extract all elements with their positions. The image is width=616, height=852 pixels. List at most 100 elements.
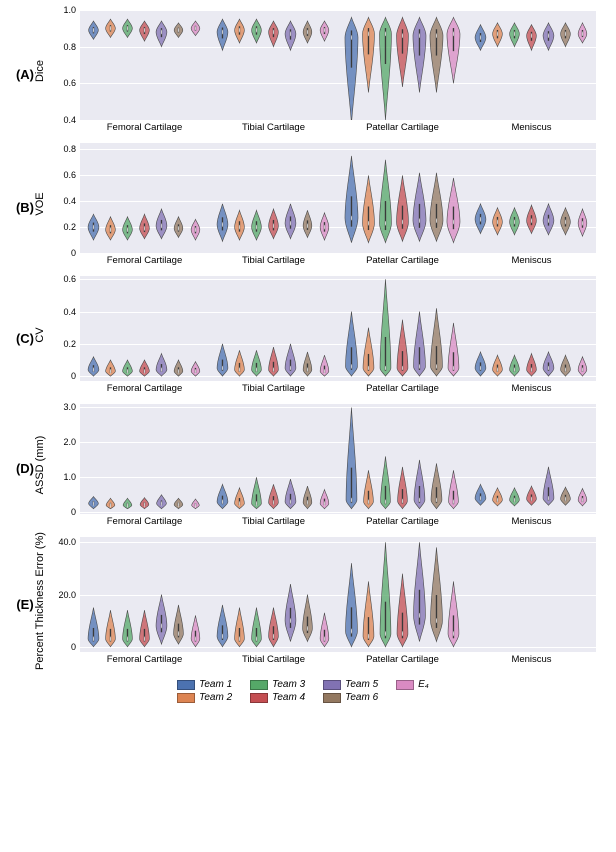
violin [523, 537, 540, 652]
violin [187, 10, 204, 120]
violin [377, 537, 394, 652]
ytick: 0.2 [63, 222, 76, 232]
violin [153, 276, 170, 381]
xtick-row: Femoral CartilageTibial CartilagePatella… [80, 654, 596, 665]
panel-D: (D)ASSD (mm)01.02.03.0Femoral CartilageT… [10, 404, 596, 533]
violin [489, 537, 506, 652]
violin [445, 537, 462, 652]
legend-item: Team 2 [177, 692, 232, 703]
violin [299, 143, 316, 253]
category-group [85, 143, 204, 253]
legend-label: Team 2 [199, 692, 232, 703]
legend-swatch [177, 693, 195, 703]
violin [394, 143, 411, 253]
violin [394, 10, 411, 120]
violin [102, 537, 119, 652]
violin [343, 143, 360, 253]
violin [343, 537, 360, 652]
violin [187, 537, 204, 652]
xtick: Femoral Cartilage [80, 516, 209, 527]
violin [248, 10, 265, 120]
legend-swatch [250, 680, 268, 690]
violin [472, 10, 489, 120]
category-group [472, 404, 591, 514]
violin [214, 404, 231, 514]
violin [472, 276, 489, 381]
violin [557, 10, 574, 120]
violin [265, 537, 282, 652]
violin [540, 537, 557, 652]
legend-label: Team 6 [345, 692, 378, 703]
violin [574, 537, 591, 652]
violin [523, 10, 540, 120]
xtick: Tibial Cartilage [209, 654, 338, 665]
violin [85, 10, 102, 120]
ytick: 0 [71, 507, 76, 517]
ytick: 0 [71, 642, 76, 652]
violin [523, 404, 540, 514]
violin [153, 10, 170, 120]
violin [170, 143, 187, 253]
violin [489, 276, 506, 381]
violin [265, 404, 282, 514]
violin [506, 276, 523, 381]
violin [360, 143, 377, 253]
legend-item: E₄ [396, 679, 429, 690]
category-group [343, 276, 462, 381]
category-group [472, 276, 591, 381]
violin [214, 10, 231, 120]
legend-label: Team 3 [272, 679, 305, 690]
legend-swatch [323, 693, 341, 703]
violin [102, 10, 119, 120]
category-group [214, 276, 333, 381]
violin [170, 537, 187, 652]
violin [119, 537, 136, 652]
violin [214, 276, 231, 381]
violin [428, 404, 445, 514]
legend-item: Team 5 [323, 679, 378, 690]
ytick: 0.4 [63, 196, 76, 206]
violin [540, 10, 557, 120]
xtick: Meniscus [467, 122, 596, 133]
violin [170, 10, 187, 120]
legend-item: Team 6 [323, 692, 378, 703]
ytick: 1.0 [63, 5, 76, 15]
violin [574, 143, 591, 253]
violin [489, 404, 506, 514]
ytick: 0 [71, 371, 76, 381]
violin [231, 537, 248, 652]
legend-label: Team 5 [345, 679, 378, 690]
ytick: 0.4 [63, 307, 76, 317]
category-group [472, 537, 591, 652]
violin [472, 404, 489, 514]
violin [170, 276, 187, 381]
xtick: Femoral Cartilage [80, 654, 209, 665]
violin [187, 404, 204, 514]
violin [119, 404, 136, 514]
violin [428, 537, 445, 652]
violin [282, 276, 299, 381]
legend-label: Team 1 [199, 679, 232, 690]
violin [265, 276, 282, 381]
violin [360, 276, 377, 381]
violin [136, 404, 153, 514]
violin [445, 404, 462, 514]
violin [445, 276, 462, 381]
category-group [214, 10, 333, 120]
chart-area: VOE00.20.40.60.8Femoral CartilageTibial … [40, 143, 596, 272]
violin [282, 537, 299, 652]
violin [316, 404, 333, 514]
violin [557, 143, 574, 253]
xtick: Patellar Cartilage [338, 122, 467, 133]
violin [557, 404, 574, 514]
violin [377, 10, 394, 120]
violin [343, 10, 360, 120]
violin [557, 537, 574, 652]
violin [377, 276, 394, 381]
violin [394, 404, 411, 514]
panel-C: (C)CV00.20.40.6Femoral CartilageTibial C… [10, 276, 596, 400]
category-group [85, 276, 204, 381]
violin [360, 537, 377, 652]
ytick: 20.0 [58, 590, 76, 600]
ytick: 3.0 [63, 402, 76, 412]
